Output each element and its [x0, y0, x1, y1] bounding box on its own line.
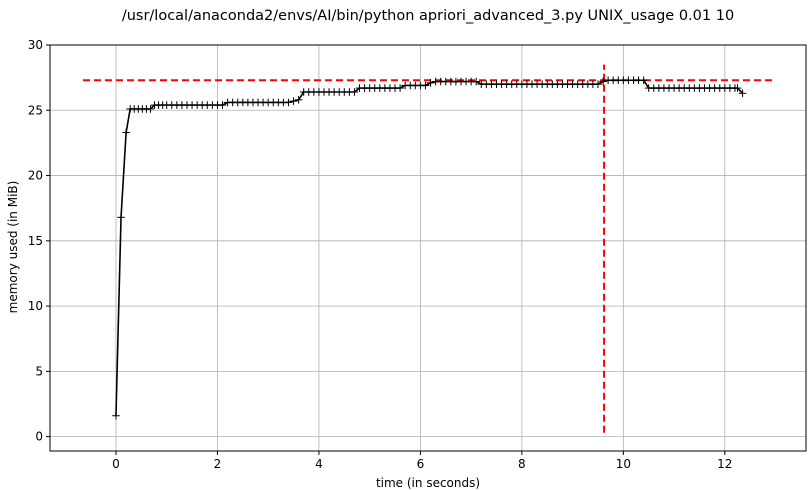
- data-point: [738, 89, 747, 98]
- data-point: [294, 96, 303, 104]
- x-tick-label: 0: [112, 457, 120, 471]
- y-tick-label: 5: [35, 364, 43, 378]
- data-point: [289, 97, 298, 105]
- memory-line: [115, 79, 744, 416]
- data-point: [599, 77, 607, 86]
- x-tick-label: 2: [214, 457, 222, 471]
- data-point: [472, 77, 481, 86]
- data-point: [146, 105, 155, 113]
- y-axis-label: memory used (in MiB): [6, 181, 20, 314]
- x-axis-label: time (in seconds): [376, 476, 480, 490]
- memory-series: [112, 76, 747, 420]
- data-point: [284, 98, 293, 107]
- data-point: [396, 84, 404, 92]
- y-tick-label: 10: [28, 299, 43, 313]
- reference-lines: [82, 64, 774, 433]
- y-tick-label: 30: [28, 38, 43, 52]
- y-tick-label: 0: [35, 430, 43, 444]
- y-axis-ticks: 0 5 10 15 20 25 30: [28, 38, 50, 444]
- y-tick-label: 15: [28, 234, 43, 248]
- x-tick-label: 6: [417, 457, 425, 471]
- x-axis-ticks: 0 2 4 6 8 10 12: [112, 451, 732, 471]
- plot-frame: [49, 44, 807, 452]
- data-point: [112, 411, 120, 420]
- data-point: [350, 88, 359, 96]
- y-tick-label: 20: [28, 169, 43, 183]
- x-tick-label: 12: [717, 457, 732, 471]
- y-tick-label: 25: [28, 103, 43, 117]
- data-point: [421, 81, 430, 90]
- data-point: [426, 79, 435, 87]
- x-tick-label: 10: [616, 457, 631, 471]
- chart-title: /usr/local/anaconda2/envs/AI/bin/python …: [122, 8, 734, 24]
- data-point: [122, 128, 130, 137]
- x-tick-label: 8: [518, 457, 526, 471]
- data-point: [639, 76, 648, 85]
- x-tick-label: 4: [315, 457, 323, 471]
- data-point: [218, 101, 227, 109]
- data-point: [594, 80, 602, 88]
- data-point: [117, 213, 125, 222]
- data-point: [733, 84, 742, 92]
- grid: [50, 44, 806, 451]
